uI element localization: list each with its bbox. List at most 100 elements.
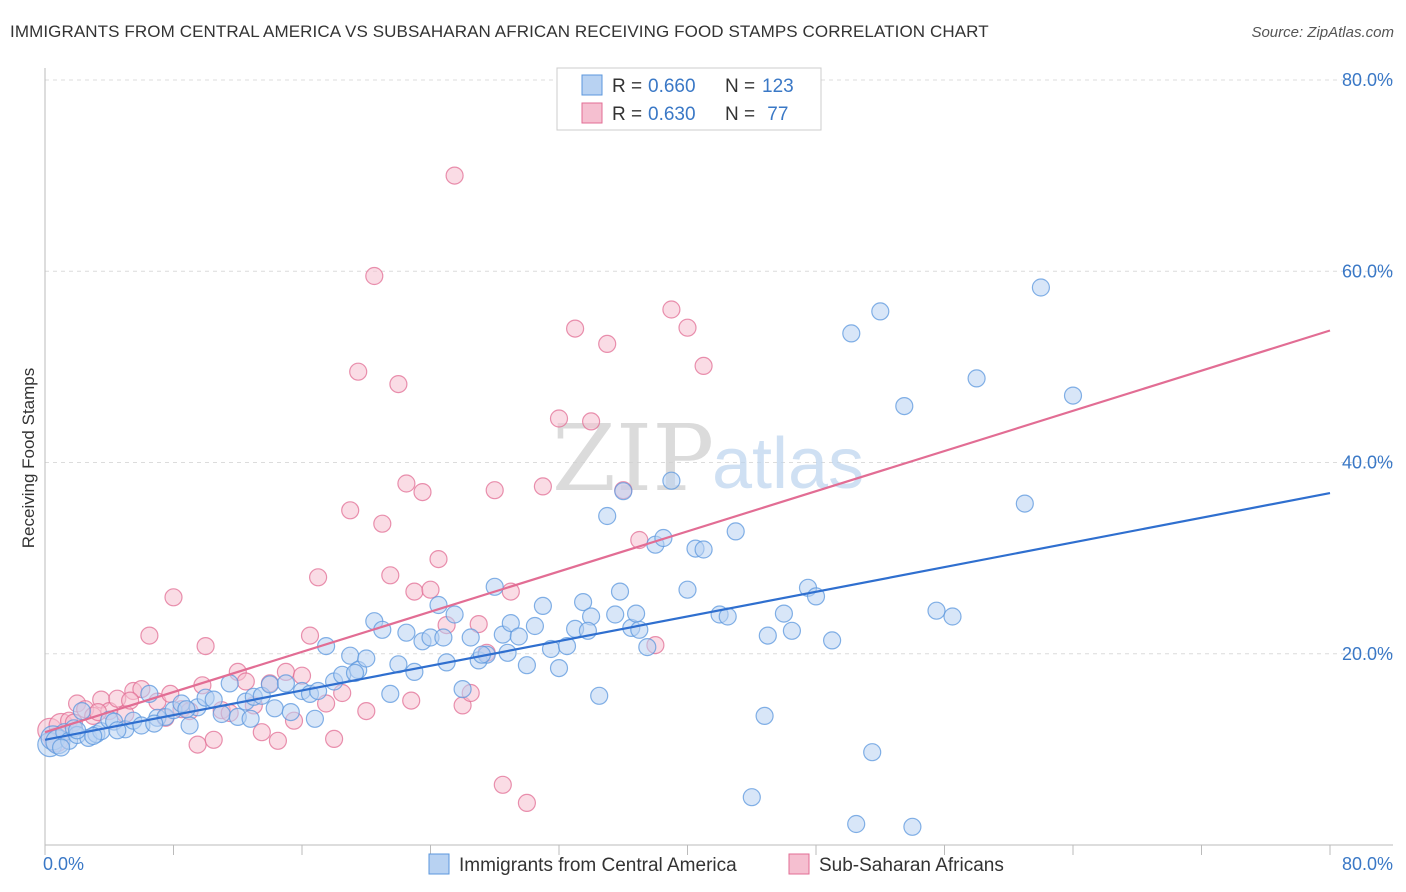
legend-r-label-pink: R = (612, 104, 647, 125)
point-central-america (590, 686, 609, 705)
legend-bottom: Immigrants from Central America Sub-Saha… (428, 853, 1004, 876)
point-central-america (871, 302, 890, 321)
point-central-america (1031, 278, 1051, 297)
point-central-america (755, 706, 774, 726)
point-central-america (606, 605, 625, 624)
point-central-america (1015, 494, 1034, 513)
legend-n-value-blue: 123 (762, 76, 794, 97)
grid (45, 79, 1393, 655)
point-central-america (822, 631, 842, 650)
point-central-america (610, 582, 630, 601)
watermark-atlas: atlas (712, 424, 864, 504)
point-subsaharan (164, 588, 183, 607)
point-central-america (967, 369, 986, 388)
point-central-america (678, 580, 697, 599)
point-central-america (847, 814, 866, 834)
point-subsaharan (349, 362, 368, 381)
point-subsaharan (694, 356, 713, 375)
point-central-america (72, 701, 92, 721)
point-subsaharan (581, 412, 601, 431)
chart-source: Source: ZipAtlas.com (1251, 24, 1394, 41)
point-central-america (265, 699, 284, 718)
legend-bottom-swatch-pink (788, 853, 810, 875)
point-subsaharan (678, 318, 697, 337)
point-subsaharan (204, 730, 223, 749)
x-tick-label: 80.0% (1342, 854, 1393, 874)
point-central-america (758, 626, 777, 645)
y-axis-label: Receiving Food Stamps (19, 368, 38, 548)
point-subsaharan (598, 334, 617, 353)
point-subsaharan (268, 731, 287, 750)
point-central-america (598, 506, 617, 526)
point-central-america (842, 324, 861, 343)
legend-r-value-pink: 0.630 (648, 104, 696, 125)
point-subsaharan (402, 691, 421, 710)
legend-r-value-blue: 0.660 (648, 76, 696, 97)
point-central-america (381, 684, 400, 704)
point-central-america (533, 596, 553, 616)
y-tick-label: 20.0% (1342, 644, 1393, 664)
point-subsaharan (565, 319, 585, 338)
legend-top: R = 0.660 N = 123 R = 0.630 N = 77 (556, 67, 822, 131)
point-subsaharan (421, 580, 440, 599)
point-central-america (434, 628, 453, 647)
point-central-america (774, 604, 794, 623)
point-subsaharan (341, 501, 360, 520)
legend-bottom-label-pink: Sub-Saharan Africans (819, 855, 1004, 876)
legend-n-label-blue: N = (725, 76, 760, 97)
point-central-america (726, 522, 745, 541)
point-subsaharan (549, 409, 569, 428)
point-central-america (281, 702, 300, 722)
y-tick-label: 40.0% (1342, 453, 1393, 473)
legend-n-label-pink: N = (725, 104, 760, 125)
point-central-america (943, 607, 962, 626)
point-central-america (694, 540, 713, 559)
point-subsaharan (469, 614, 488, 634)
point-central-america (863, 743, 882, 762)
point-subsaharan (389, 375, 408, 394)
y-tick-label: 80.0% (1342, 70, 1393, 90)
point-central-america (397, 623, 416, 642)
legend-swatch-pink (581, 102, 603, 124)
watermark: ZIP atlas (552, 405, 864, 512)
point-central-america (573, 592, 593, 612)
trend-line-central-america (44, 492, 1331, 741)
point-subsaharan (397, 474, 416, 493)
point-central-america (309, 681, 328, 701)
point-central-america (429, 595, 448, 615)
point-subsaharan (140, 626, 159, 645)
watermark-zip: ZIP (552, 405, 714, 512)
point-central-america (501, 613, 520, 633)
point-subsaharan (493, 775, 512, 794)
axes (44, 68, 1393, 855)
point-subsaharan (292, 666, 312, 685)
point-central-america (51, 738, 71, 757)
point-central-america (662, 471, 681, 490)
point-central-america (405, 662, 424, 682)
point-central-america (782, 621, 802, 640)
point-central-america (626, 604, 646, 623)
point-subsaharan (325, 729, 344, 749)
point-central-america (895, 397, 914, 416)
point-central-america (517, 656, 537, 675)
point-central-america (903, 817, 922, 836)
point-central-america (509, 627, 528, 646)
point-central-america (180, 716, 199, 735)
point-subsaharan (485, 481, 504, 500)
legend-swatch-blue (581, 74, 603, 96)
point-subsaharan (252, 723, 271, 742)
point-central-america (638, 637, 657, 657)
point-central-america (453, 679, 472, 699)
trend-line-subsaharan (44, 329, 1331, 734)
tick-labels: 20.0% 40.0% 60.0% 80.0% 0.0% 80.0% (43, 70, 1393, 874)
point-subsaharan (381, 566, 400, 585)
point-central-america (276, 674, 295, 693)
legend-bottom-swatch-blue (428, 853, 450, 875)
legend-r-label-blue: R = (612, 76, 647, 97)
point-central-america (557, 636, 577, 656)
point-subsaharan (533, 477, 553, 496)
point-subsaharan (357, 701, 376, 721)
point-central-america (927, 601, 946, 620)
point-subsaharan (405, 582, 424, 601)
point-central-america (549, 658, 569, 678)
